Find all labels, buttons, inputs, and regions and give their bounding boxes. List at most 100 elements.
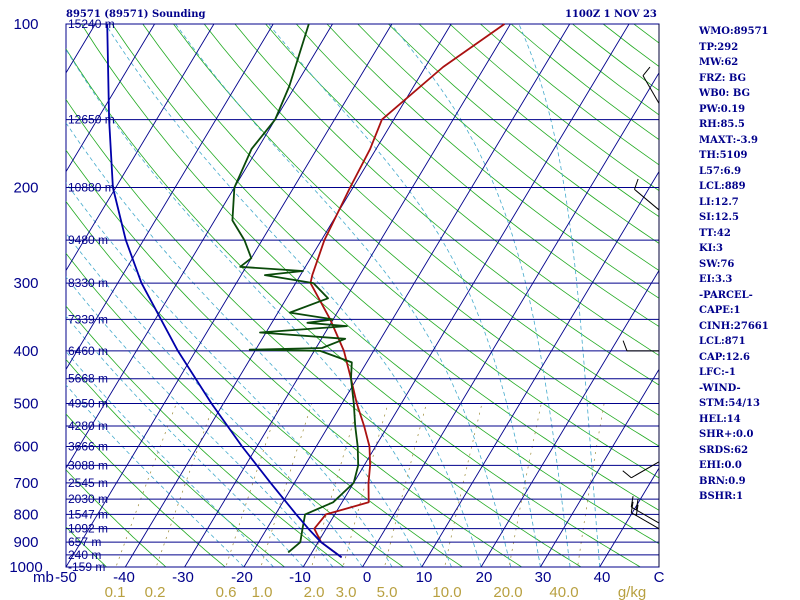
wind-barb-shaft	[631, 461, 660, 479]
index-item: LFC:-1	[699, 367, 736, 378]
index-item: TP:292	[699, 41, 739, 53]
index-item: -WIND-	[699, 382, 741, 394]
wind-barb-flag	[635, 504, 639, 516]
wind-barb-shaft	[634, 188, 660, 211]
height-level-label: 657 m	[68, 535, 101, 549]
temperature-tick-label: 10	[416, 569, 433, 586]
mixing-ratio-label: 5.0	[377, 584, 398, 600]
pressure-tick-label: 800	[13, 506, 38, 523]
dewpoint-profile-line	[231, 23, 360, 554]
height-level-label: 8330 m	[68, 276, 108, 290]
wind-barb	[630, 496, 660, 524]
dry-adiabat-line	[66, 526, 108, 567]
wind-barb-flag	[634, 178, 639, 190]
mixing-ratio-line	[260, 403, 313, 567]
y-axis-unit-label: mb	[33, 569, 54, 586]
pressure-tick-label: 600	[13, 439, 38, 456]
dry-adiabat-line	[0, 24, 59, 579]
temperature-tick-label: -30	[172, 569, 194, 586]
pressure-tick-label: 500	[13, 396, 38, 413]
isotherm-line	[184, 24, 511, 567]
dry-adiabat-line	[357, 24, 659, 271]
mixing-ratio-line	[155, 403, 215, 567]
stability-indices-list: WMO:89571 TP:292 MW:62 FRZ: BG WB0: BG PW:0.1…	[699, 24, 769, 505]
pressure-tick-label: 1000	[9, 559, 42, 576]
temperature-tick-label: 40	[594, 569, 611, 586]
mixing-ratio-label: 0.2	[145, 584, 166, 600]
plot-frame	[65, 23, 660, 568]
index-item: CINH:27661	[699, 320, 769, 332]
pressure-tick-label: 300	[13, 275, 38, 292]
pressure-tick-label: 400	[13, 343, 38, 360]
isotherm-line	[243, 24, 571, 567]
index-item: SW:76	[699, 258, 735, 270]
dry-adiabat-line	[66, 305, 345, 567]
wind-barb-flag	[642, 66, 651, 76]
wind-barb	[630, 501, 660, 530]
index-item: BSHR:1	[699, 491, 744, 502]
mixing-ratio-line	[225, 403, 280, 567]
height-level-label: 1092 m	[68, 522, 108, 536]
index-item: -PARCEL-	[699, 289, 753, 301]
dry-adiabat-line	[173, 24, 659, 447]
wind-barb	[622, 340, 659, 352]
temperature-tick-label: 0	[363, 569, 371, 586]
isotherm-line	[66, 24, 215, 272]
height-level-label: 10880 m	[68, 180, 115, 194]
mixing-ratio-label: 1.0	[252, 584, 273, 600]
height-level-label: 15240 m	[68, 17, 115, 31]
x-axis-unit-label: C	[654, 569, 665, 586]
dry-adiabat-line	[296, 24, 659, 328]
dry-adiabat-line	[66, 358, 286, 567]
wind-barb-flag	[630, 501, 634, 513]
temperature-tick-label: -50	[55, 569, 77, 586]
index-item: EI:3.3	[699, 274, 733, 285]
height-level-label: 2545 m	[68, 476, 108, 490]
index-item: WB0: BG	[699, 88, 750, 99]
dry-adiabat-line	[234, 24, 659, 386]
index-item: BRN:0.9	[699, 475, 746, 487]
temperature-tick-label: 20	[476, 569, 493, 586]
temperature-tick-label: -40	[113, 569, 135, 586]
isotherm-line	[540, 368, 659, 567]
dry-adiabat-line	[66, 149, 523, 567]
dry-adiabat-line	[66, 200, 464, 567]
mixing-ratio-line	[577, 403, 605, 567]
wind-barb	[642, 66, 660, 104]
index-item: EHI:0.0	[699, 460, 742, 471]
pressure-tick-label: 100	[13, 16, 38, 33]
index-item: RH:85.5	[699, 119, 745, 130]
height-level-label: 1547 m	[68, 507, 108, 521]
wind-barb-flag	[630, 496, 634, 508]
dry-adiabat-line	[66, 98, 582, 567]
mixing-ratio-line	[342, 403, 389, 567]
isotherm-line	[66, 24, 155, 173]
index-item: CAPE:1	[699, 305, 741, 316]
wind-barb	[634, 178, 660, 211]
dry-adiabat-line	[66, 413, 226, 567]
index-item: MW:62	[699, 57, 739, 68]
dry-adiabat-line	[66, 252, 404, 567]
temperature-tick-label: 30	[535, 569, 552, 586]
temperature-tick-label: -10	[289, 569, 311, 586]
height-level-label: 4950 m	[68, 397, 108, 411]
chart-title: 89571 (89571) Sounding	[66, 9, 206, 20]
mixing-ratio-label: 40.0	[549, 584, 578, 600]
dry-adiabat-line	[66, 469, 167, 567]
mixing-ratio-label: 3.0	[336, 584, 357, 600]
index-item: TH:5109	[699, 150, 748, 161]
height-level-label: 3666 m	[68, 440, 108, 454]
dry-adiabat-line	[265, 24, 659, 356]
isotherm-line	[480, 269, 659, 567]
isotherm-line	[599, 467, 659, 567]
index-item: L57:6.9	[699, 165, 742, 177]
wind-barb-flag	[635, 499, 639, 511]
height-level-label: 240 m	[68, 548, 101, 562]
wind-barb-flag	[622, 470, 632, 479]
dry-adiabat-line	[326, 24, 659, 299]
index-item: WMO:89571	[699, 26, 769, 37]
isotherm-line	[124, 24, 452, 567]
parcel-profile-line	[106, 23, 343, 559]
